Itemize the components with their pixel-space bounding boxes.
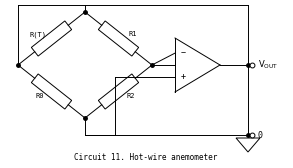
Text: −: −	[180, 49, 185, 58]
Text: Circuit 11. Hot-wire anemometer: Circuit 11. Hot-wire anemometer	[74, 154, 218, 162]
Text: 0: 0	[258, 132, 263, 140]
Text: R(T): R(T)	[29, 31, 46, 38]
Text: +: +	[180, 72, 185, 81]
Text: R2: R2	[126, 93, 135, 98]
Text: V$_{\mathsf{OUT}}$: V$_{\mathsf{OUT}}$	[258, 59, 278, 71]
Text: R1: R1	[128, 32, 137, 37]
Text: R0: R0	[35, 93, 44, 98]
